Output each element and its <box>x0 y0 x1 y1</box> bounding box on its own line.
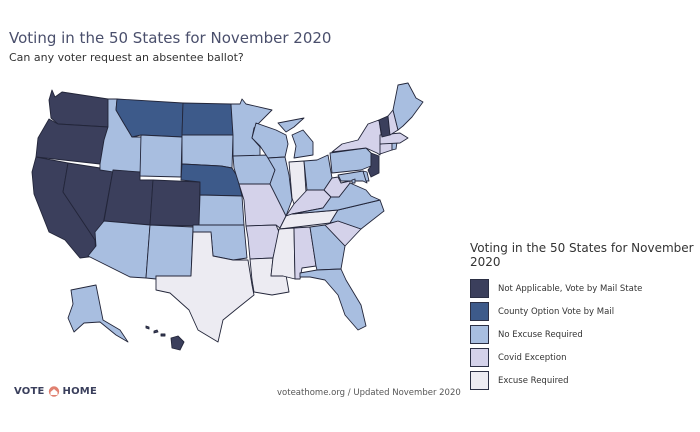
state-WY[interactable] <box>139 134 183 178</box>
state-NM[interactable] <box>145 224 194 280</box>
legend-item[interactable]: Excuse Required <box>470 369 695 392</box>
page-subtitle: Can any voter request an absentee ballot… <box>9 51 244 64</box>
state-CO[interactable] <box>149 179 201 227</box>
legend-item[interactable]: County Option Vote by Mail <box>470 300 695 323</box>
state-SD[interactable] <box>181 134 234 169</box>
logo-text-vote: VOTE <box>14 385 45 397</box>
legend-title: Voting in the 50 States for November 202… <box>470 241 694 269</box>
legend-swatch-covid <box>470 348 489 367</box>
state-ND[interactable] <box>181 102 234 136</box>
house-icon <box>47 385 61 397</box>
legend-label: County Option Vote by Mail <box>498 306 615 317</box>
logo-text-home: HOME <box>62 385 97 397</box>
state-UT[interactable] <box>103 169 154 226</box>
state-AK[interactable] <box>67 284 129 343</box>
us-map <box>31 82 424 351</box>
legend-swatch-not-applicable <box>470 279 489 298</box>
legend-label: Covid Exception <box>498 352 567 363</box>
state-AZ[interactable] <box>87 220 151 279</box>
voteathome-logo[interactable]: VOTE HOME <box>14 385 97 397</box>
state-DC[interactable] <box>351 178 356 184</box>
map-legend: Voting in the 50 States for November 202… <box>470 241 695 392</box>
footer-source[interactable]: voteathome.org / Updated November 2020 <box>277 388 461 398</box>
state-TX[interactable] <box>155 231 255 343</box>
legend-label: Excuse Required <box>498 375 569 386</box>
legend-swatch-county-option <box>470 302 489 321</box>
state-WA[interactable] <box>48 89 109 128</box>
state-HI[interactable] <box>145 325 185 351</box>
state-ME[interactable] <box>392 82 424 131</box>
legend-swatch-excuse <box>470 371 489 390</box>
legend-label: No Excuse Required <box>498 329 583 340</box>
state-FL[interactable] <box>299 268 367 331</box>
legend-item[interactable]: Not Applicable, Vote by Mail State <box>470 277 695 300</box>
state-KS[interactable] <box>198 194 245 226</box>
state-MI[interactable] <box>277 117 314 159</box>
page-title: Voting in the 50 States for November 202… <box>9 29 332 47</box>
legend-item[interactable]: No Excuse Required <box>470 323 695 346</box>
legend-label: Not Applicable, Vote by Mail State <box>498 283 643 294</box>
state-DE[interactable] <box>362 170 370 182</box>
legend-item[interactable]: Covid Exception <box>470 346 695 369</box>
legend-swatch-no-excuse <box>470 325 489 344</box>
state-NJ[interactable] <box>367 152 380 178</box>
